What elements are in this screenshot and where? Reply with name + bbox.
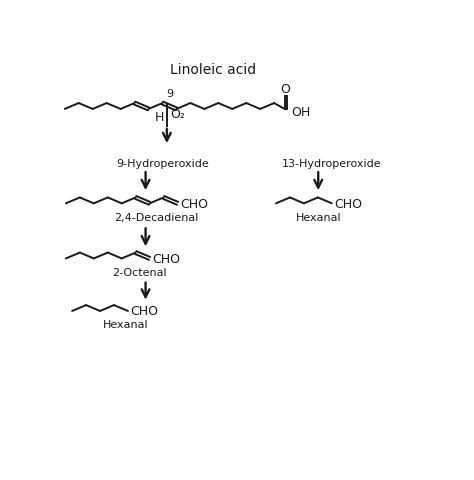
Text: 13-Hydroperoxide: 13-Hydroperoxide xyxy=(282,158,381,168)
Text: O₂: O₂ xyxy=(171,108,185,121)
Text: CHO: CHO xyxy=(180,197,208,210)
Text: 9-Hydroperoxide: 9-Hydroperoxide xyxy=(116,158,209,168)
Text: CHO: CHO xyxy=(130,305,158,318)
Text: O: O xyxy=(281,83,291,96)
Text: Hexanal: Hexanal xyxy=(102,320,148,329)
Text: H: H xyxy=(155,110,164,123)
Text: Linoleic acid: Linoleic acid xyxy=(171,62,256,76)
Text: CHO: CHO xyxy=(334,197,363,210)
Text: 2,4-Decadienal: 2,4-Decadienal xyxy=(114,213,199,223)
Text: 9: 9 xyxy=(166,89,173,99)
Text: CHO: CHO xyxy=(152,252,180,265)
Text: 2-Octenal: 2-Octenal xyxy=(112,267,167,277)
Text: Hexanal: Hexanal xyxy=(295,213,341,223)
Text: OH: OH xyxy=(291,106,310,119)
